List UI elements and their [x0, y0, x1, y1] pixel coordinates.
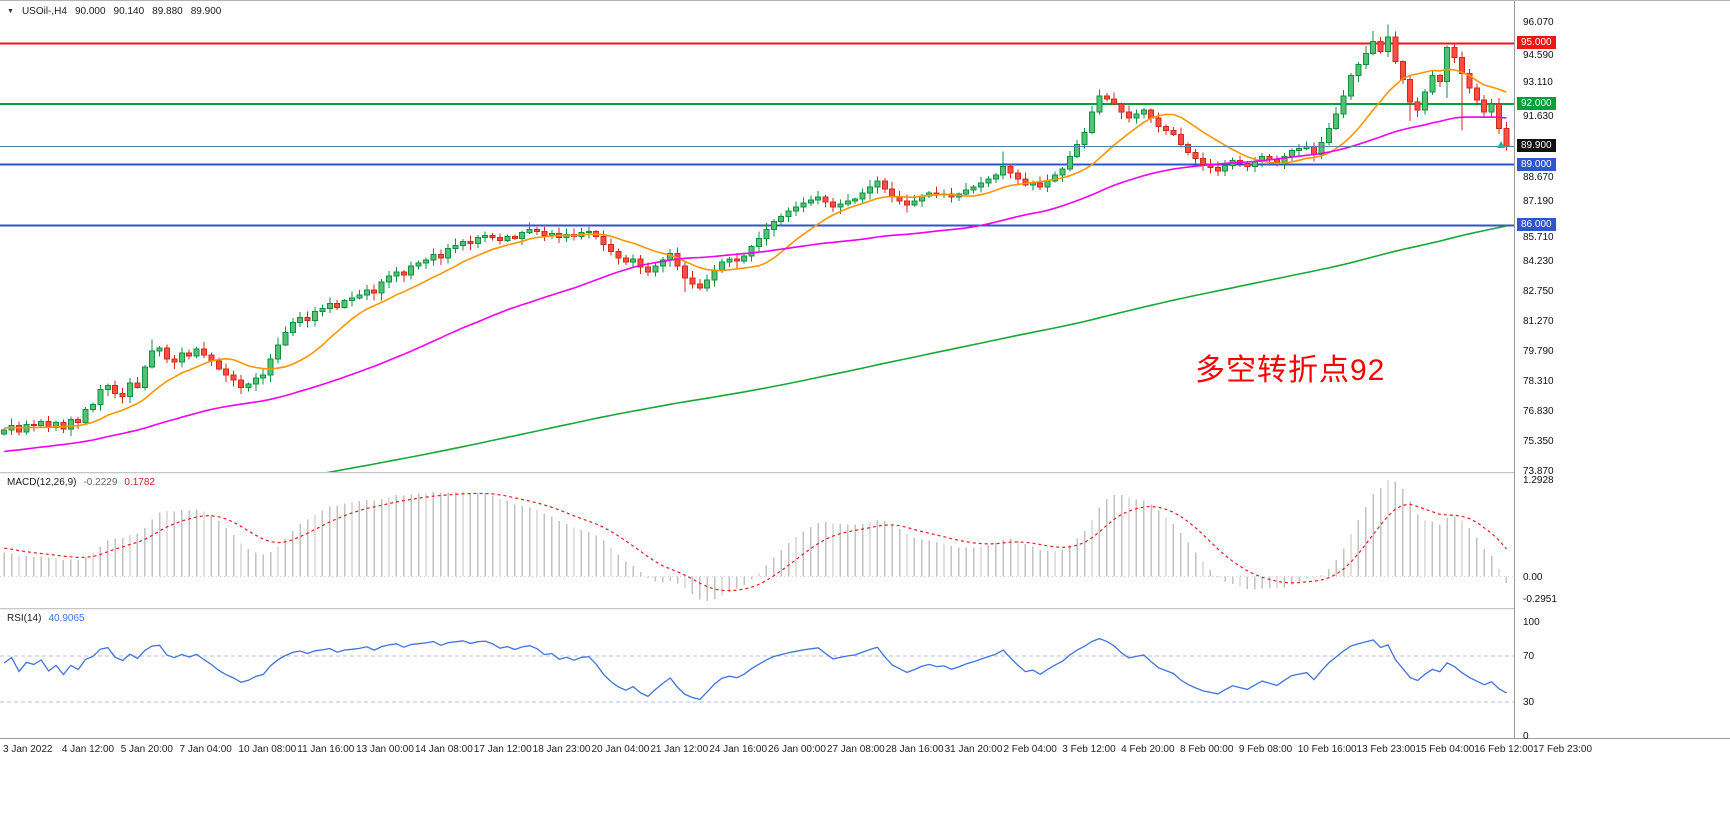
ohlc-open-value: 90.000	[74, 6, 106, 17]
time-label: 4 Feb 20:00	[1121, 744, 1175, 755]
price-axis-label: 94.590	[1523, 50, 1554, 62]
time-label: 27 Jan 08:00	[826, 744, 885, 755]
macd-histogram	[3, 480, 1508, 601]
rsi-canvas[interactable]	[0, 610, 1514, 738]
price-axis-label: 78.310	[1523, 376, 1554, 387]
time-label: 13 Jan 00:00	[356, 744, 414, 755]
macd-axis-label: -0.2951	[1523, 594, 1557, 605]
price-axis-label: 82.750	[1523, 286, 1554, 298]
time-label: 20 Jan 04:00	[591, 744, 650, 755]
time-label: 11 Jan 16:00	[297, 744, 355, 755]
time-label: 16 Feb 12:00	[1474, 744, 1534, 755]
time-label: 15 Feb 04:00	[1415, 744, 1475, 755]
price-axis-label: 79.790	[1523, 346, 1554, 358]
ohlc-high-value: 90.140	[113, 6, 145, 17]
panel-splitter-2[interactable]	[0, 608, 1730, 610]
ohlc-close-value: 89.900	[190, 6, 222, 17]
time-label: 9 Feb 08:00	[1238, 744, 1293, 755]
price-axis-label: 91.630	[1523, 111, 1554, 122]
time-label: 3 Jan 2022	[3, 744, 53, 755]
time-label: 10 Feb 16:00	[1297, 744, 1357, 755]
price-tag-92.000: 92.000	[1517, 97, 1556, 110]
time-label: 4 Jan 12:00	[61, 744, 115, 755]
macd-axis-label: 0.00	[1523, 571, 1543, 583]
time-label: 17 Feb 23:00	[1533, 744, 1593, 755]
price-axis-label: 85.710	[1523, 232, 1554, 244]
time-label: 7 Jan 04:00	[179, 744, 232, 755]
price-axis-label: 93.110	[1523, 76, 1553, 88]
rsi-panel[interactable]: RSI(14) 40.9065	[0, 610, 1514, 738]
price-tag-89.000: 89.000	[1517, 157, 1556, 171]
macd-main-value: -0.2229	[83, 477, 118, 488]
symbol-period-label: USOil-,H4	[21, 6, 67, 17]
macd-signal-line	[4, 492, 1507, 592]
time-label: 24 Jan 16:00	[709, 744, 768, 755]
macd-signal-value: 0.1782	[124, 477, 155, 488]
level-lines-layer	[0, 42, 1514, 227]
price-tag-86.000: 86.000	[1517, 218, 1556, 232]
price-axis-label: 87.190	[1523, 196, 1554, 208]
time-label: 14 Jan 08:00	[414, 744, 473, 755]
chart-annotation-text: 多空转折点92	[1195, 354, 1386, 387]
price-axis-label: 88.670	[1523, 171, 1554, 183]
time-label: 8 Feb 00:00	[1180, 744, 1234, 755]
price-axis-label: 73.870	[1523, 465, 1554, 477]
ma-slow-line	[326, 225, 1507, 472]
price-tag-95.000: 95.000	[1517, 36, 1556, 50]
time-label: 17 Jan 12:00	[473, 744, 532, 755]
price-axis-label: 75.350	[1523, 435, 1554, 447]
rsi-axis-label: 70	[1523, 651, 1535, 663]
rsi-axis-label: 100	[1523, 617, 1540, 628]
time-label: 28 Jan 16:00	[885, 744, 944, 755]
time-label: 31 Jan 20:00	[944, 744, 1003, 755]
price-axis-label: 84.230	[1523, 256, 1554, 268]
price-axis-label: 76.830	[1523, 405, 1554, 417]
price-axis-label: 96.070	[1523, 16, 1554, 28]
time-label: 26 Jan 00:00	[768, 744, 826, 755]
main-chart-canvas[interactable]	[0, 1, 1514, 472]
price-axis-label: 81.270	[1523, 316, 1554, 328]
rsi-axis-label: 0	[1523, 731, 1529, 742]
time-axis[interactable]: 3 Jan 2022 4 Jan 12:00 5 Jan 20:00 7 Jan 04…	[0, 738, 1730, 761]
main-chart-panel[interactable]: ▼ USOil-,H4 90.000 90.140 89.880 89.900 …	[0, 1, 1514, 472]
time-label: 3 Feb 12:00	[1062, 744, 1116, 755]
rsi-header: RSI(14) 40.9065	[7, 613, 85, 624]
ma-fast-line	[4, 68, 1507, 429]
bid-price-tag: 89.900	[1517, 139, 1556, 153]
time-label: 13 Feb 23:00	[1356, 744, 1416, 755]
symbol-marker-icon: ▼	[7, 8, 14, 15]
bid-marker-icon	[1497, 141, 1505, 148]
macd-axis-label: 1.2928	[1523, 475, 1554, 486]
time-label: 2 Feb 04:00	[1003, 744, 1057, 755]
rsi-label: RSI(14)	[7, 613, 42, 624]
time-label: 10 Jan 08:00	[238, 744, 297, 755]
time-label: 18 Jan 23:00	[532, 744, 591, 755]
macd-label: MACD(12,26,9)	[7, 477, 77, 488]
macd-header: MACD(12,26,9) -0.2229 0.1782	[7, 477, 155, 488]
panel-splitter-1[interactable]	[0, 472, 1730, 474]
price-axis[interactable]: 95.000 92.000 89.000 86.000 89.900 96.070 94.5…	[1514, 1, 1730, 742]
time-label: 5 Jan 20:00	[120, 744, 173, 755]
macd-canvas[interactable]	[0, 474, 1514, 608]
time-label: 21 Jan 12:00	[650, 744, 709, 755]
chart-header: ▼ USOil-,H4 90.000 90.140 89.880 89.900	[7, 6, 221, 17]
rsi-axis-label: 30	[1523, 696, 1535, 708]
rsi-value: 40.9065	[48, 613, 85, 624]
ma-mid-line	[4, 116, 1507, 453]
rsi-line	[3, 637, 1507, 701]
ohlc-low-value: 89.880	[152, 6, 183, 17]
macd-panel[interactable]: MACD(12,26,9) -0.2229 0.1782	[0, 474, 1514, 608]
